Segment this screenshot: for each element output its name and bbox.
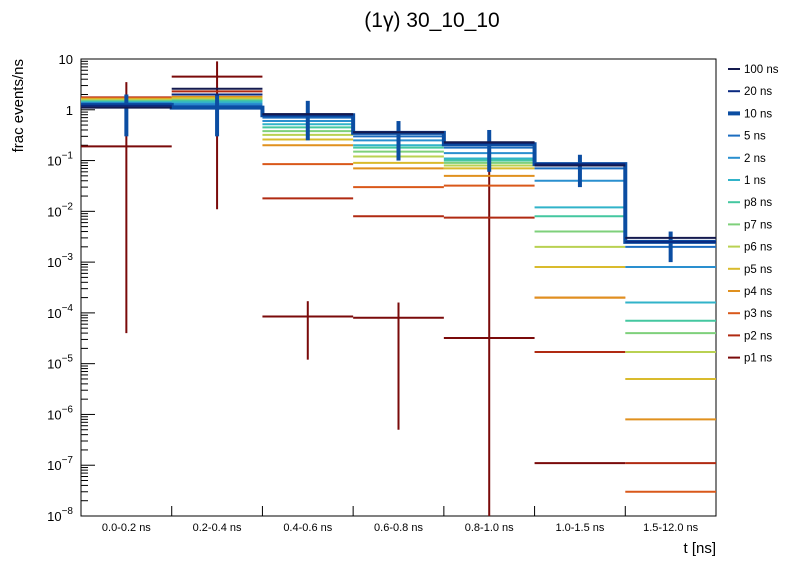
y-tick-label: 10−5 <box>47 354 73 372</box>
x-category-label: 0.4-0.6 ns <box>283 522 332 534</box>
tick-labels: 10 1 10−1 10−2 10−3 10−4 10−5 10−6 10−7 10−8 0.0-0… <box>47 52 699 534</box>
y-tick-label: 10 <box>59 52 73 67</box>
legend-entry: 100 ns <box>744 64 779 76</box>
legend-entry: p6 ns <box>744 242 772 254</box>
legend-entry: 20 ns <box>744 86 772 98</box>
chart: (1γ) 30_10_10 t [ns] frac events/ns 1011… <box>0 0 796 572</box>
legend-entry: 2 ns <box>744 153 766 165</box>
x-category-label: 0.2-0.4 ns <box>193 522 242 534</box>
legend-entry: 1 ns <box>744 175 766 187</box>
legend-entry: p5 ns <box>744 264 772 276</box>
chart-title: (1γ) 30_10_10 <box>364 9 499 32</box>
legend: 100 ns 20 ns 10 ns 5 ns 2 ns 1 ns p8 ns p7 ns p6… <box>728 64 779 365</box>
y-tick-label: 10−8 <box>47 506 73 524</box>
y-tick-label: 1 <box>66 103 73 118</box>
x-category-label: 0.8-1.0 ns <box>465 522 514 534</box>
x-category-label: 0.0-0.2 ns <box>102 522 151 534</box>
x-category-label: 1.5-12.0 ns <box>643 522 699 534</box>
y-axis-label: frac events/ns <box>10 59 27 152</box>
legend-entry: p1 ns <box>744 353 772 365</box>
series-layer <box>81 61 716 516</box>
legend-entry: p2 ns <box>744 330 772 342</box>
x-axis-label: t [ns] <box>683 540 716 557</box>
y-tick-label: 10−4 <box>47 303 73 321</box>
legend-entry: p8 ns <box>744 197 772 209</box>
y-tick-label: 10−2 <box>47 201 73 219</box>
y-tick-label: 10−3 <box>47 252 73 270</box>
legend-entry: p4 ns <box>744 286 772 298</box>
y-tick-label: 10−7 <box>47 455 73 473</box>
legend-entry: p7 ns <box>744 219 772 231</box>
x-category-label: 1.0-1.5 ns <box>555 522 604 534</box>
legend-entry: 5 ns <box>744 131 766 143</box>
x-category-label: 0.6-0.8 ns <box>374 522 423 534</box>
y-tick-label: 10−1 <box>47 151 73 169</box>
legend-entry: p3 ns <box>744 308 772 320</box>
legend-entry: 10 ns <box>744 108 772 120</box>
y-tick-label: 10−6 <box>47 404 73 422</box>
